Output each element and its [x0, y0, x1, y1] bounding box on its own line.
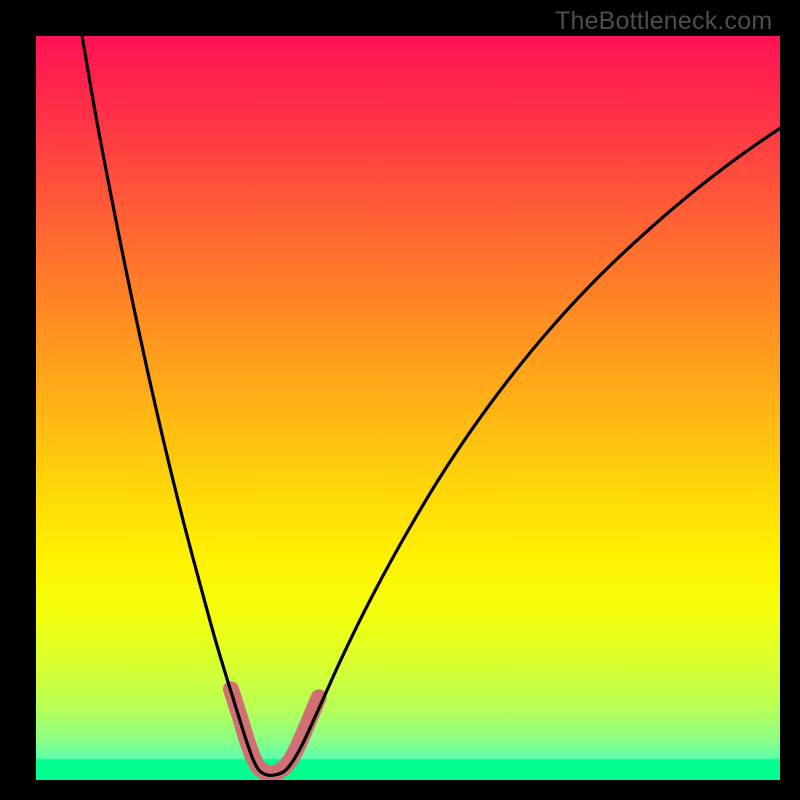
chart-stage: TheBottleneck.com	[0, 0, 800, 800]
watermark-text: TheBottleneck.com	[555, 7, 772, 36]
bottleneck-curve-chart	[0, 0, 800, 800]
plot-area	[36, 36, 780, 784]
plot-gradient-background	[36, 36, 780, 780]
